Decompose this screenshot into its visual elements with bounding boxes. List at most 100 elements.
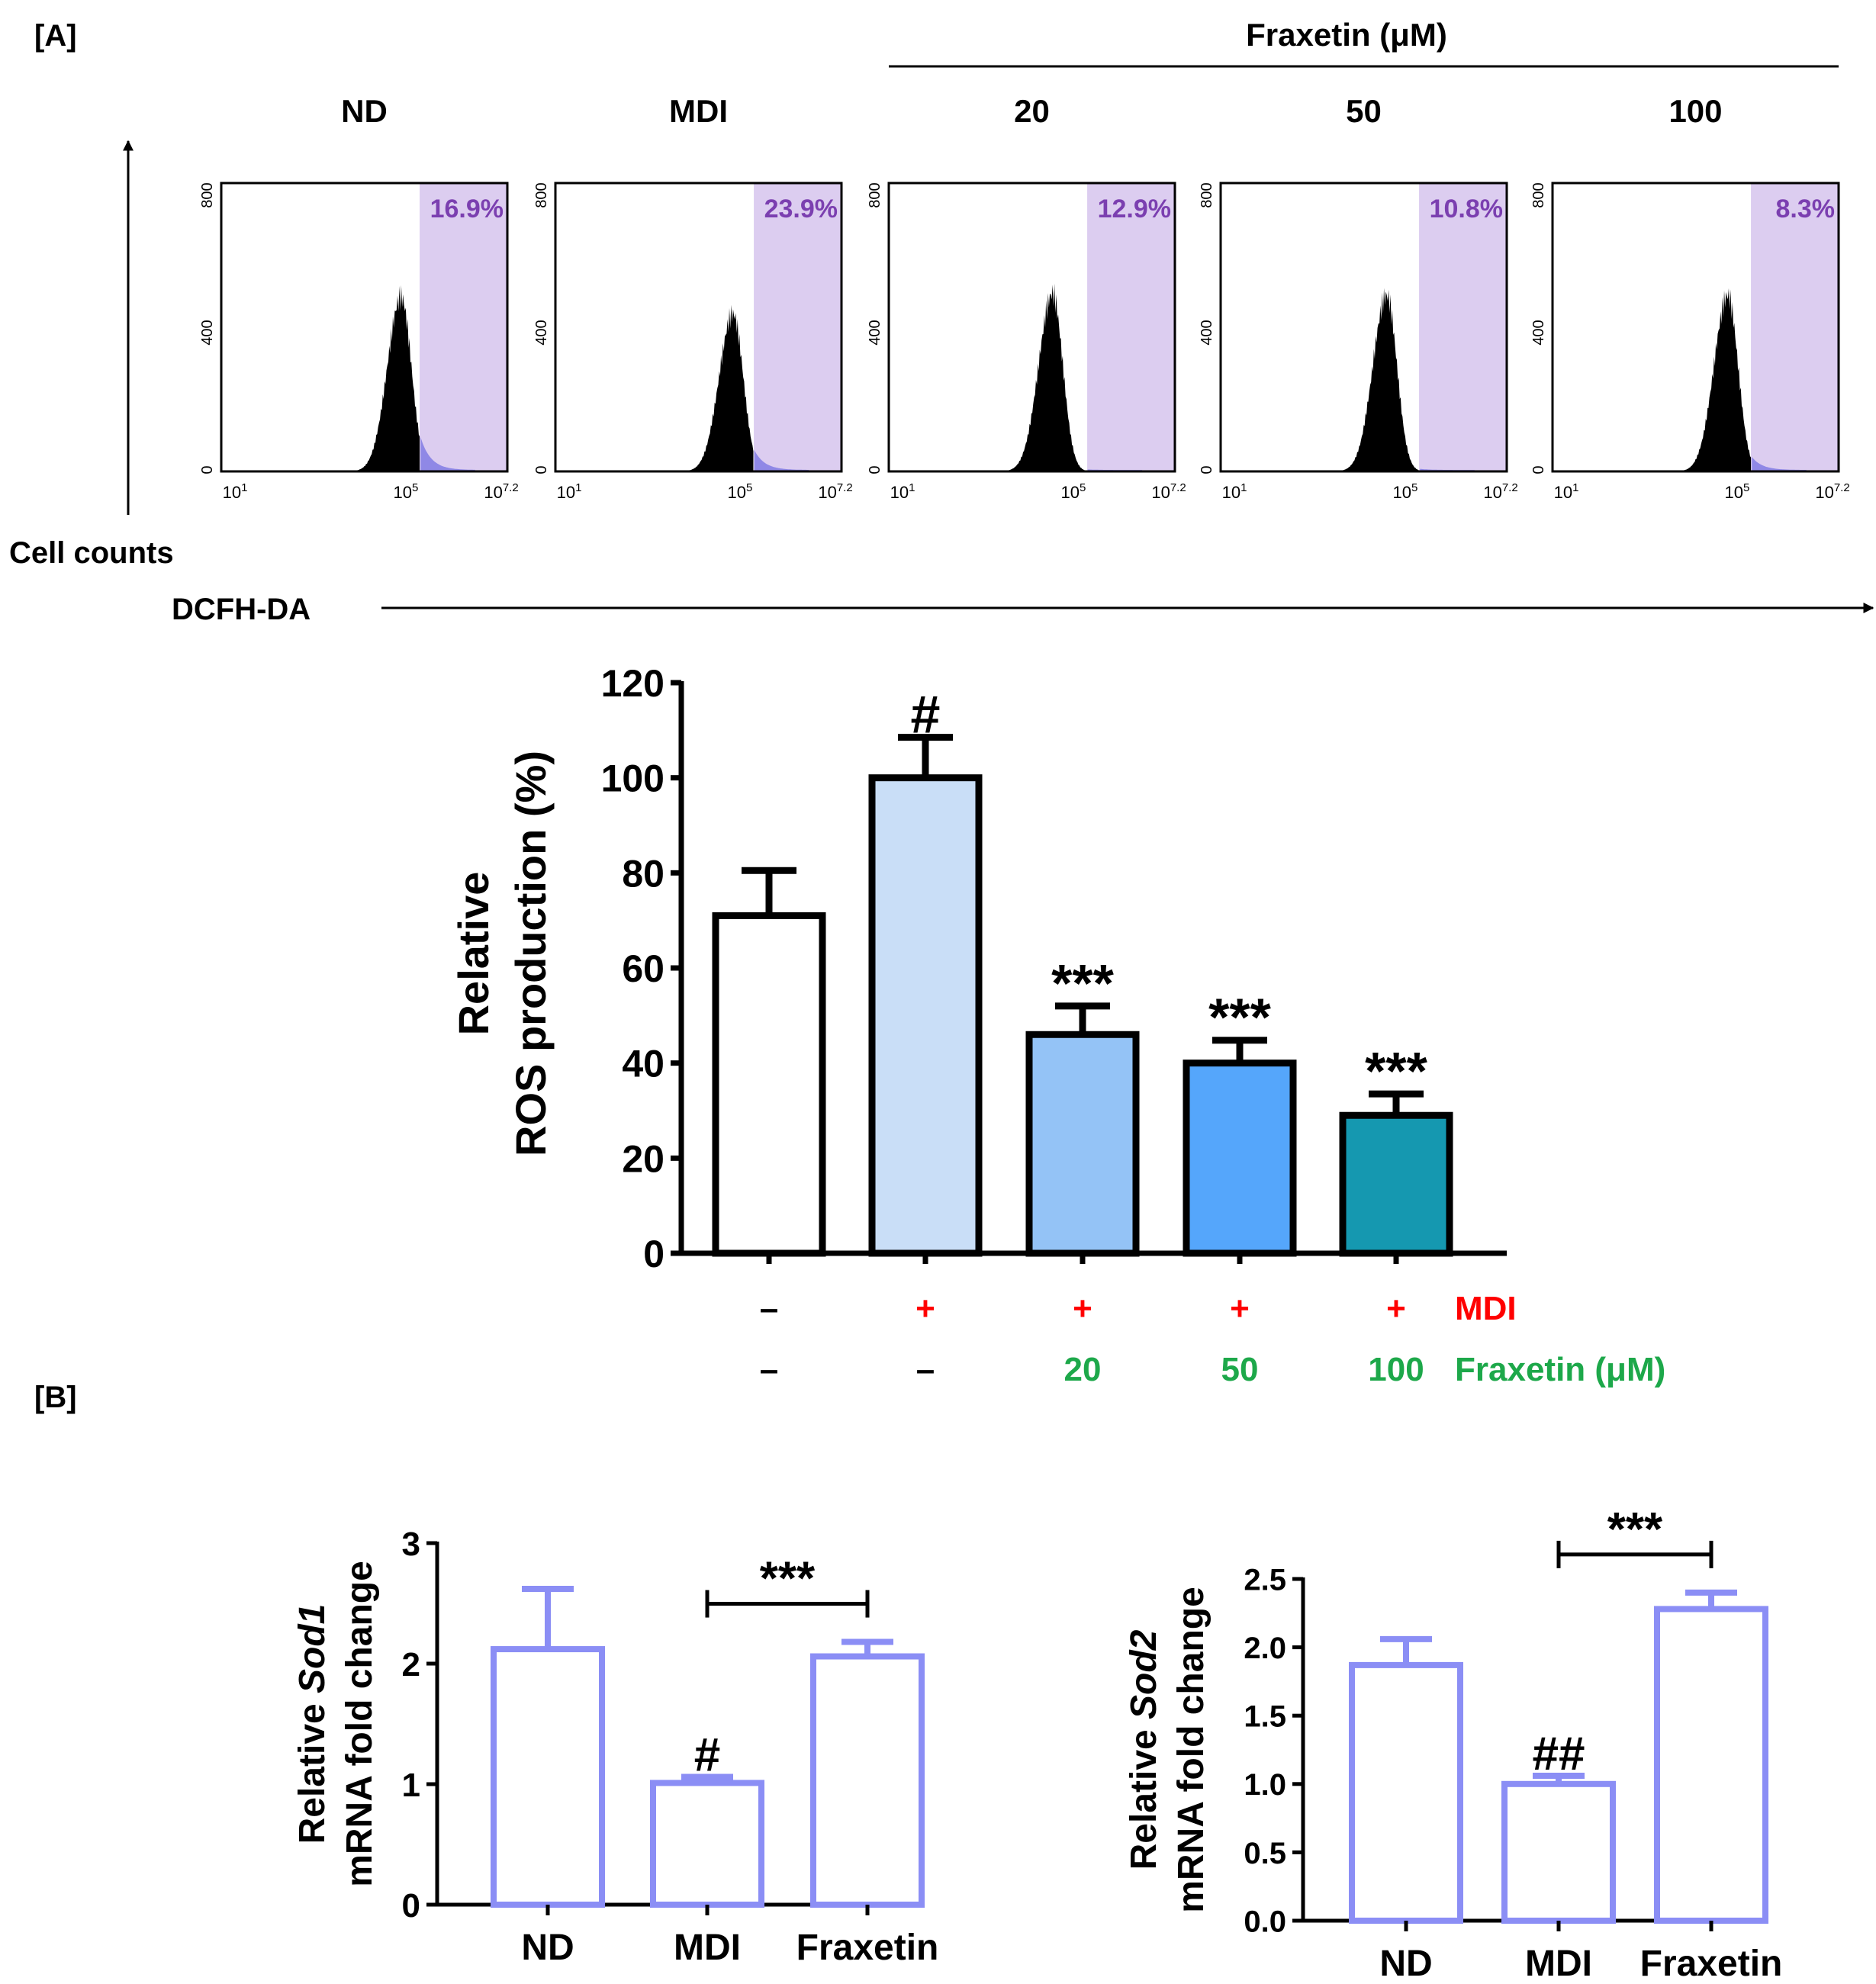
bar	[1339, 1111, 1453, 1257]
significance-mark: #	[694, 1729, 720, 1782]
x-category-label: MDI	[1525, 1944, 1592, 1984]
x-tick-label: 101	[1554, 481, 1579, 502]
y-tick-label: 800	[1530, 182, 1547, 207]
flow-panel-1: ND 16.9% 0 400 800 101 105 107.2	[199, 93, 519, 502]
x-tick-label: 107.2	[484, 481, 518, 502]
plot-frame	[220, 182, 509, 473]
histogram-area	[668, 304, 754, 471]
bar	[1025, 1031, 1140, 1257]
x-tick-label: 105	[1393, 481, 1418, 502]
gate-region	[1419, 183, 1507, 471]
y-tick-label: 800	[1199, 182, 1215, 207]
gate-percent: 10.8%	[1430, 195, 1503, 223]
plot-frame	[1219, 182, 1508, 473]
flow-panel-title: ND	[341, 93, 388, 129]
sod2-bar-chart: 0.0 0.5 1.0 1.5 2.0 2.5 ## ND MDI Fraxetin *** Rela…	[1124, 1503, 1782, 1984]
bracket-label: ***	[760, 1553, 816, 1606]
flow-panel-title: 20	[1014, 93, 1050, 129]
flow-panel-3: 20 12.9% 0 400 800 101 105 107.2	[867, 93, 1186, 502]
y-axis-label-line1: Relative	[449, 872, 497, 1036]
y-tick-label: 400	[533, 320, 550, 345]
y-tick-label: 0	[533, 465, 550, 474]
mdi-row-value: +	[915, 1290, 935, 1327]
flow-panel-5: 100 8.3% 0 400 800 101 105 107.2	[1530, 93, 1850, 502]
mdi-row-label: MDI	[1455, 1290, 1517, 1327]
bar	[1654, 1606, 1768, 1925]
cell-counts-label: Cell counts	[9, 536, 174, 570]
bar	[1349, 1661, 1463, 1924]
mdi-row-value: +	[1230, 1290, 1250, 1327]
flow-panel-title: 50	[1346, 93, 1382, 129]
mdi-row-value: +	[1073, 1290, 1092, 1327]
treatment-header: Fraxetin (μM)	[1246, 17, 1447, 53]
x-tick-label: 105	[1725, 481, 1750, 502]
y-tick-label: 0.0	[1244, 1905, 1286, 1938]
flow-panel-4: 50 10.8% 0 400 800 101 105 107.2	[1199, 93, 1518, 502]
y-tick-label: 800	[533, 182, 550, 207]
y-tick-label: 120	[601, 662, 664, 705]
gate-region	[1751, 183, 1839, 471]
bar	[1501, 1780, 1616, 1925]
fraxetin-row-value: 100	[1368, 1351, 1424, 1388]
y-axis-label-line2: mRNA fold change	[1171, 1587, 1212, 1913]
y-tick-label: 0.5	[1244, 1837, 1286, 1870]
fraxetin-row-value: –	[916, 1351, 935, 1388]
histogram-tail	[754, 449, 809, 471]
plot-frame	[1551, 182, 1840, 473]
y-tick-label: 2.5	[1244, 1563, 1286, 1597]
y-tick-label: 2	[402, 1646, 420, 1683]
y-tick-label: 0	[643, 1233, 664, 1275]
flow-panel-title: MDI	[669, 93, 728, 129]
y-tick-label: 400	[1530, 320, 1547, 345]
bar	[810, 1653, 925, 1908]
gate-region	[1087, 183, 1175, 471]
histogram-tail	[420, 437, 475, 471]
x-category-label: MDI	[674, 1928, 741, 1968]
x-category-label: Fraxetin	[796, 1928, 939, 1968]
bar	[650, 1780, 764, 1908]
x-category-label: ND	[1379, 1944, 1432, 1984]
bar	[868, 774, 983, 1257]
flow-panel-title: 100	[1668, 93, 1722, 129]
y-tick-label: 400	[867, 320, 883, 345]
histogram-tail	[1752, 457, 1807, 471]
x-tick-label: 101	[557, 481, 582, 502]
y-axis-label-line1: Relative Sod2	[1124, 1629, 1164, 1870]
y-tick-label: 400	[1199, 320, 1215, 345]
y-tick-label: 400	[199, 320, 216, 345]
y-tick-label: 100	[601, 757, 664, 800]
x-category-label: ND	[521, 1928, 574, 1968]
x-tick-label: 105	[728, 481, 753, 502]
bracket-label: ***	[1607, 1503, 1663, 1556]
dcfh-da-label: DCFH-DA	[172, 593, 311, 626]
y-axis-label-line2: mRNA fold change	[339, 1561, 380, 1887]
x-tick-label: 101	[1222, 481, 1247, 502]
x-tick-label: 101	[890, 481, 915, 502]
y-tick-label: 800	[199, 182, 216, 207]
histogram-area	[988, 283, 1087, 471]
gate-percent: 8.3%	[1776, 195, 1836, 223]
mdi-row-value: +	[1386, 1290, 1406, 1327]
bar	[712, 912, 826, 1257]
fraxetin-row-label: Fraxetin (μM)	[1455, 1351, 1665, 1388]
panel-b-label: [B]	[34, 1381, 77, 1414]
y-tick-label: 0	[402, 1887, 420, 1925]
x-tick-label: 107.2	[1815, 481, 1849, 502]
y-tick-label: 800	[867, 182, 883, 207]
x-tick-label: 105	[394, 481, 419, 502]
fraxetin-row-value: –	[760, 1351, 778, 1388]
x-tick-label: 107.2	[818, 481, 852, 502]
gate-region	[420, 183, 507, 471]
panel-a-label: [A]	[34, 19, 77, 53]
fraxetin-row-value: 50	[1221, 1351, 1259, 1388]
flow-panel-2: MDI 23.9% 0 400 800 101 105 107.2	[533, 93, 853, 502]
histogram-area	[1322, 288, 1420, 471]
y-tick-label: 1	[402, 1767, 420, 1804]
gate-percent: 12.9%	[1098, 195, 1171, 223]
y-tick-label: 0	[199, 465, 216, 474]
significance-mark: ***	[1051, 953, 1114, 1013]
gate-region	[754, 183, 841, 471]
y-tick-label: 0	[1530, 465, 1547, 474]
sod1-bar-chart: 0 1 2 3 # ND MDI Fraxetin *** Relative Sod1 mRNA f…	[292, 1526, 938, 1968]
